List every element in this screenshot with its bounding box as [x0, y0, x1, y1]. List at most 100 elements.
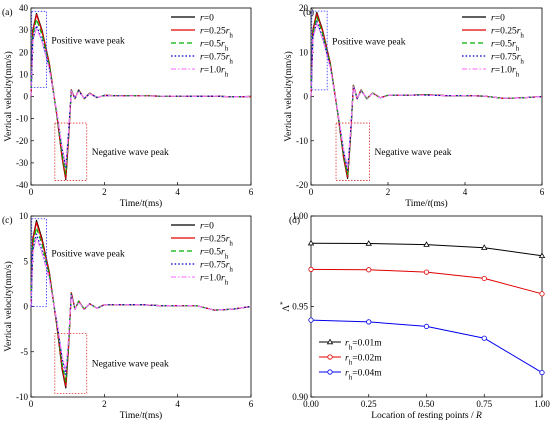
data-point [481, 335, 487, 341]
x-tick-label: 0.00 [303, 399, 319, 409]
y-tick-label: -20 [16, 136, 28, 146]
data-point [481, 275, 487, 282]
positive-peak-label: Positive wave peak [332, 37, 406, 47]
negative-peak-label: Negative wave peak [92, 360, 169, 370]
y-tick-label: 10 [19, 69, 29, 79]
legend-label: r=1.0rh [200, 66, 229, 79]
data-point [366, 267, 372, 273]
legend-label: r=0.75rh [491, 53, 524, 66]
negative-peak-label: Negative wave peak [375, 148, 452, 158]
x-tick-label: 0.25 [361, 399, 377, 409]
legend-label: r=0 [200, 222, 214, 232]
negative-peak-box [54, 333, 88, 394]
y-tick-label: 40 [19, 3, 29, 13]
y-tick-label: -10 [296, 136, 308, 146]
x-tick-label: 0.50 [419, 399, 435, 409]
legend-label: rh=0.01m [345, 339, 382, 352]
data-point [481, 244, 488, 250]
x-tick-label: 0 [309, 187, 314, 197]
x-tick-label: 1.00 [534, 399, 550, 409]
y-tick-label: -40 [16, 180, 28, 190]
x-tick-label: 4 [175, 399, 180, 409]
legend-marker [327, 369, 333, 375]
panel-a: 0 2 4 6 -40 -30 -20 -10 0 10 20 30 40 Time/t(ms) Verti… [2, 3, 254, 209]
positive-peak-box [31, 10, 47, 89]
y-tick-label: 10 [299, 47, 309, 57]
data-point [308, 317, 314, 323]
y-axis-label: Vertical velocity(mm/s) [283, 51, 294, 142]
y-tick-label: -10 [16, 392, 28, 402]
data-point [366, 319, 372, 325]
y-axis-label: Λ* [279, 301, 292, 312]
series-line [30, 18, 252, 175]
x-axis-label: Time/t(ms) [120, 198, 162, 209]
positive-peak-label: Positive wave peak [51, 36, 125, 46]
data-point [307, 239, 315, 246]
legend-label: rh=0.04m [345, 369, 382, 382]
data-point [423, 323, 430, 330]
x-tick-label: 4 [463, 187, 468, 197]
legend-label: r=0.75rh [200, 261, 233, 274]
y-tick-label: -20 [296, 180, 308, 190]
x-tick-label: 0.75 [476, 399, 492, 409]
legend-label: r=0.5rh [200, 248, 229, 261]
data-point [308, 266, 314, 272]
panel-label: (c) [2, 215, 13, 226]
y-tick-label: 20 [299, 3, 309, 13]
negative-peak-box [335, 122, 370, 181]
data-point [423, 269, 430, 275]
y-tick-label: 0.90 [292, 392, 308, 402]
negative-peak-box [54, 122, 88, 181]
series-line [310, 20, 543, 171]
legend-marker [326, 338, 334, 345]
x-tick-label: 6 [249, 399, 254, 409]
legend-label: rh=0.02m [345, 354, 382, 367]
panel-label: (a) [2, 7, 13, 18]
legend-label: r=1.0rh [491, 66, 520, 79]
x-tick-label: 6 [540, 187, 545, 197]
x-axis-label: Time/t(ms) [120, 410, 162, 421]
legend-label: r=0 [491, 14, 505, 24]
y-tick-label: 1.00 [292, 211, 308, 221]
x-axis-label: Time/t(ms) [405, 198, 447, 209]
y-tick-label: 30 [19, 25, 29, 35]
legend-label: r=0.25rh [200, 235, 233, 248]
y-tick-label: 10 [19, 211, 29, 221]
series-line [30, 237, 252, 372]
data-point [365, 240, 372, 246]
negative-peak-label: Negative wave peak [92, 148, 169, 158]
x-axis-label: Location of testing points / R [371, 410, 482, 421]
y-tick-label: 0 [24, 92, 29, 102]
legend-label: r=0.5rh [491, 40, 520, 53]
legend-label: r=1.0rh [200, 274, 229, 287]
x-tick-label: 6 [249, 187, 254, 197]
y-tick-label: -10 [16, 114, 28, 124]
data-point [423, 241, 430, 247]
positive-peak-box [311, 10, 328, 91]
positive-peak-label: Positive wave peak [51, 250, 125, 260]
positive-peak-box [31, 218, 47, 307]
y-tick-label: 0.95 [292, 302, 308, 312]
panel-c: 0 2 4 6 -10 -5 0 5 10 Time/t(ms) Vertical velocity… [2, 211, 254, 421]
legend-label: r=0.75rh [200, 53, 233, 66]
panel-b: 0 2 4 6 -20 -10 0 10 20 Time/t(ms) Vertical veloci… [283, 3, 545, 209]
series-line [30, 27, 252, 166]
x-tick-label: 0 [29, 399, 34, 409]
y-tick-label: 5 [24, 256, 29, 266]
panel-label: (b) [303, 7, 314, 18]
x-tick-label: 2 [386, 187, 391, 197]
panel-label: (d) [289, 215, 300, 226]
legend-label: r=0.25rh [491, 27, 524, 40]
y-tick-label: -5 [21, 347, 29, 357]
panel-d: 0.00 0.25 0.50 0.75 1.00 0.90 0.95 1.00 Location… [279, 211, 550, 421]
series-line [310, 22, 543, 169]
data-point [539, 369, 545, 376]
x-tick-label: 2 [102, 187, 107, 197]
y-axis-label: Vertical velocity(mm/s) [3, 261, 14, 352]
legend-label: r=0 [200, 14, 214, 24]
legend-label: r=0.5rh [200, 40, 229, 53]
y-tick-label: 0 [24, 302, 29, 312]
x-tick-label: 4 [175, 187, 180, 197]
y-tick-label: 0 [304, 92, 309, 102]
